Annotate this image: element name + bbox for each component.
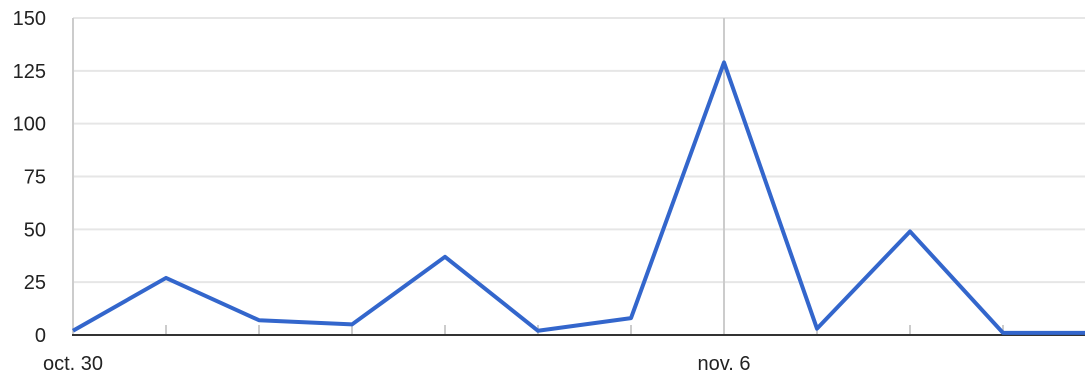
y-tick-label: 150 (13, 8, 46, 30)
series-line (72, 60, 1085, 335)
y-tick-label: 75 (24, 167, 46, 189)
y-tick-label: 50 (24, 219, 46, 241)
label-layer: 0 25 50 75 100 125 150 oct. 30 nov. 6 (13, 8, 751, 375)
y-tick-label: 100 (13, 114, 46, 136)
y-tick-label: 25 (24, 272, 46, 294)
y-tick-label: 125 (13, 61, 46, 83)
x-tick-label: nov. 6 (698, 353, 751, 375)
grid-layer (73, 17, 1085, 284)
series-layer (72, 60, 1085, 335)
y-tick-label: 0 (35, 325, 46, 347)
x-tick-label: oct. 30 (43, 353, 103, 375)
